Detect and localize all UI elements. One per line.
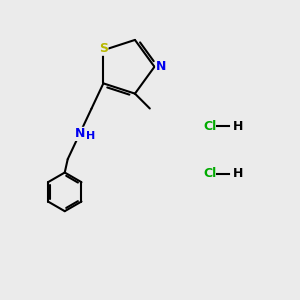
Text: N: N: [74, 128, 85, 140]
Text: S: S: [99, 42, 108, 55]
Text: H: H: [233, 120, 244, 133]
Text: Cl: Cl: [203, 167, 217, 180]
Text: Cl: Cl: [203, 120, 217, 133]
Text: H: H: [233, 167, 244, 180]
Text: H: H: [86, 131, 95, 141]
Text: N: N: [156, 60, 166, 73]
